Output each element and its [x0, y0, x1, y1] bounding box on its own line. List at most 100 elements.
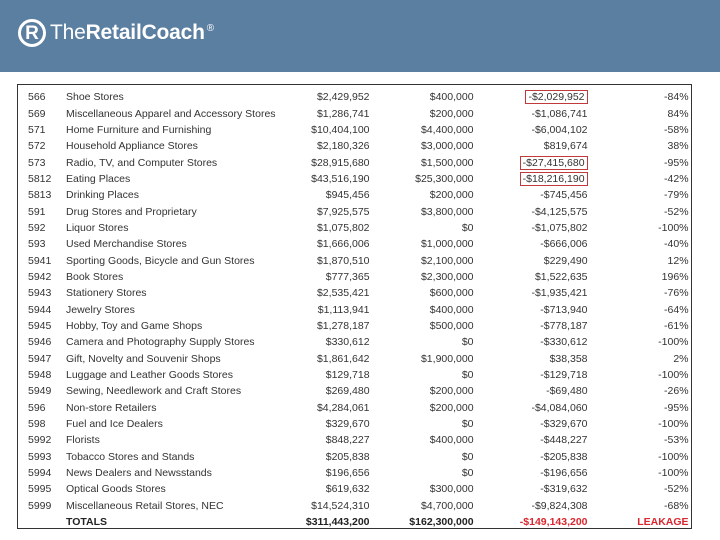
totals-label: TOTALS [66, 516, 108, 529]
row-gap: -$713,940 [540, 303, 588, 316]
row-percent: -84% [664, 91, 689, 104]
row-gap: -$4,125,575 [531, 205, 588, 218]
row-sales: $0 [461, 418, 474, 431]
row-percent: -68% [664, 499, 689, 512]
row-code: 591 [28, 205, 46, 218]
row-category: Book Stores [66, 270, 124, 283]
totals-leakage-label: LEAKAGE [637, 516, 689, 529]
row-sales: $2,300,000 [420, 270, 474, 283]
row-gap: -$69,480 [546, 385, 588, 398]
row-potential: $196,656 [325, 467, 370, 480]
row-potential: $848,227 [325, 434, 370, 447]
row-category: Tobacco Stores and Stands [66, 450, 195, 463]
row-category: Eating Places [66, 172, 131, 185]
row-gap: -$4,084,060 [531, 401, 588, 414]
row-percent: -100% [658, 467, 689, 480]
row-category: Optical Goods Stores [66, 483, 166, 496]
row-percent: -100% [658, 369, 689, 382]
row-category: News Dealers and Newsstands [66, 467, 212, 480]
row-code: 598 [28, 418, 46, 431]
table-row: 5813 Drinking Places $945,456 $200,000 -$745… [28, 187, 689, 203]
row-gap: $38,358 [549, 352, 588, 365]
highlighted-gap-value: -$27,415,680 [519, 155, 588, 170]
row-percent: -61% [664, 319, 689, 332]
logo-wordmark: TheRetailCoach ® [50, 21, 214, 44]
row-sales: $0 [461, 369, 474, 382]
row-category: Camera and Photography Supply Stores [66, 336, 255, 349]
table-row: 5947 Gift, Novelty and Souvenir Shops $1,8… [28, 351, 689, 367]
row-potential: $619,632 [325, 483, 370, 496]
row-code: 592 [28, 221, 46, 234]
row-gap: -$666,006 [540, 238, 588, 251]
row-percent: -52% [664, 483, 689, 496]
row-percent: -100% [658, 418, 689, 431]
row-potential: $2,429,952 [316, 91, 370, 104]
leakage-table-frame: 566 Shoe Stores $2,429,952 $400,000 -$2,029,… [17, 84, 692, 529]
row-gap: -$319,632 [540, 483, 588, 496]
row-sales: $200,000 [429, 189, 474, 202]
row-potential: $1,870,510 [316, 254, 370, 267]
table-row: 598 Fuel and Ice Dealers $329,670 $0 -$329,6… [28, 416, 689, 432]
row-gap: -$205,838 [540, 450, 588, 463]
row-percent: -40% [664, 238, 689, 251]
row-code: 5994 [28, 467, 52, 480]
row-sales: $0 [461, 467, 474, 480]
row-percent: -64% [664, 303, 689, 316]
table-row: 566 Shoe Stores $2,429,952 $400,000 -$2,029,… [28, 89, 689, 105]
row-percent: -58% [664, 123, 689, 136]
table-row: 5992 Florists $848,227 $400,000 -$448,227 -53… [28, 432, 689, 448]
row-potential: $329,670 [325, 418, 370, 431]
table-row: 593 Used Merchandise Stores $1,666,006 $1,0… [28, 236, 689, 252]
row-percent: -95% [664, 156, 689, 169]
totals-potential: $311,443,200 [305, 516, 370, 529]
row-sales: $4,700,000 [420, 499, 474, 512]
row-gap: -$6,004,102 [531, 123, 588, 136]
row-potential: $777,365 [325, 270, 370, 283]
row-gap: -$129,718 [540, 369, 588, 382]
row-sales: $600,000 [429, 287, 474, 300]
row-sales: $1,000,000 [420, 238, 474, 251]
row-sales: $400,000 [429, 91, 474, 104]
row-category: Miscellaneous Retail Stores, NEC [66, 499, 224, 512]
row-sales: $300,000 [429, 483, 474, 496]
row-category: Non-store Retailers [66, 401, 157, 414]
row-code: 5944 [28, 303, 52, 316]
row-potential: $14,524,310 [311, 499, 370, 512]
row-sales: $400,000 [429, 434, 474, 447]
row-category: Stationery Stores [66, 287, 147, 300]
row-gap: $1,522,635 [534, 270, 588, 283]
row-potential: $1,075,802 [316, 221, 370, 234]
row-sales: $25,300,000 [415, 172, 474, 185]
header-bar: R TheRetailCoach ® [0, 0, 720, 72]
row-code: 5992 [28, 434, 52, 447]
row-potential: $1,666,006 [316, 238, 370, 251]
row-code: 5941 [28, 254, 52, 267]
table-row: 5943 Stationery Stores $2,535,421 $600,000 -… [28, 285, 689, 301]
row-potential: $129,718 [325, 369, 370, 382]
totals-gap: -$149,143,200 [519, 516, 588, 529]
row-potential: $7,925,575 [316, 205, 370, 218]
row-code: 5995 [28, 483, 52, 496]
row-gap: $229,490 [543, 254, 588, 267]
row-percent: 2% [673, 352, 689, 365]
row-percent: 12% [667, 254, 689, 267]
row-category: Fuel and Ice Dealers [66, 418, 163, 431]
row-code: 5949 [28, 385, 52, 398]
row-percent: 84% [667, 107, 689, 120]
row-category: Florists [66, 434, 100, 447]
row-sales: $3,800,000 [420, 205, 474, 218]
row-sales: $1,500,000 [420, 156, 474, 169]
row-potential: $1,286,741 [316, 107, 370, 120]
row-category: Used Merchandise Stores [66, 238, 187, 251]
row-gap: -$778,187 [540, 319, 588, 332]
row-sales: $200,000 [429, 401, 474, 414]
row-code: 5947 [28, 352, 52, 365]
row-code: 571 [28, 123, 46, 136]
table-row: 5994 News Dealers and Newsstands $196,656 $… [28, 465, 689, 481]
row-gap: $819,674 [543, 140, 588, 153]
table-row: 569 Miscellaneous Apparel and Accessory S… [28, 105, 689, 121]
row-potential: $10,404,100 [311, 123, 370, 136]
row-gap-cell: -$27,415,680 [474, 154, 588, 170]
row-potential: $945,456 [325, 189, 370, 202]
row-code: 5812 [28, 172, 52, 185]
